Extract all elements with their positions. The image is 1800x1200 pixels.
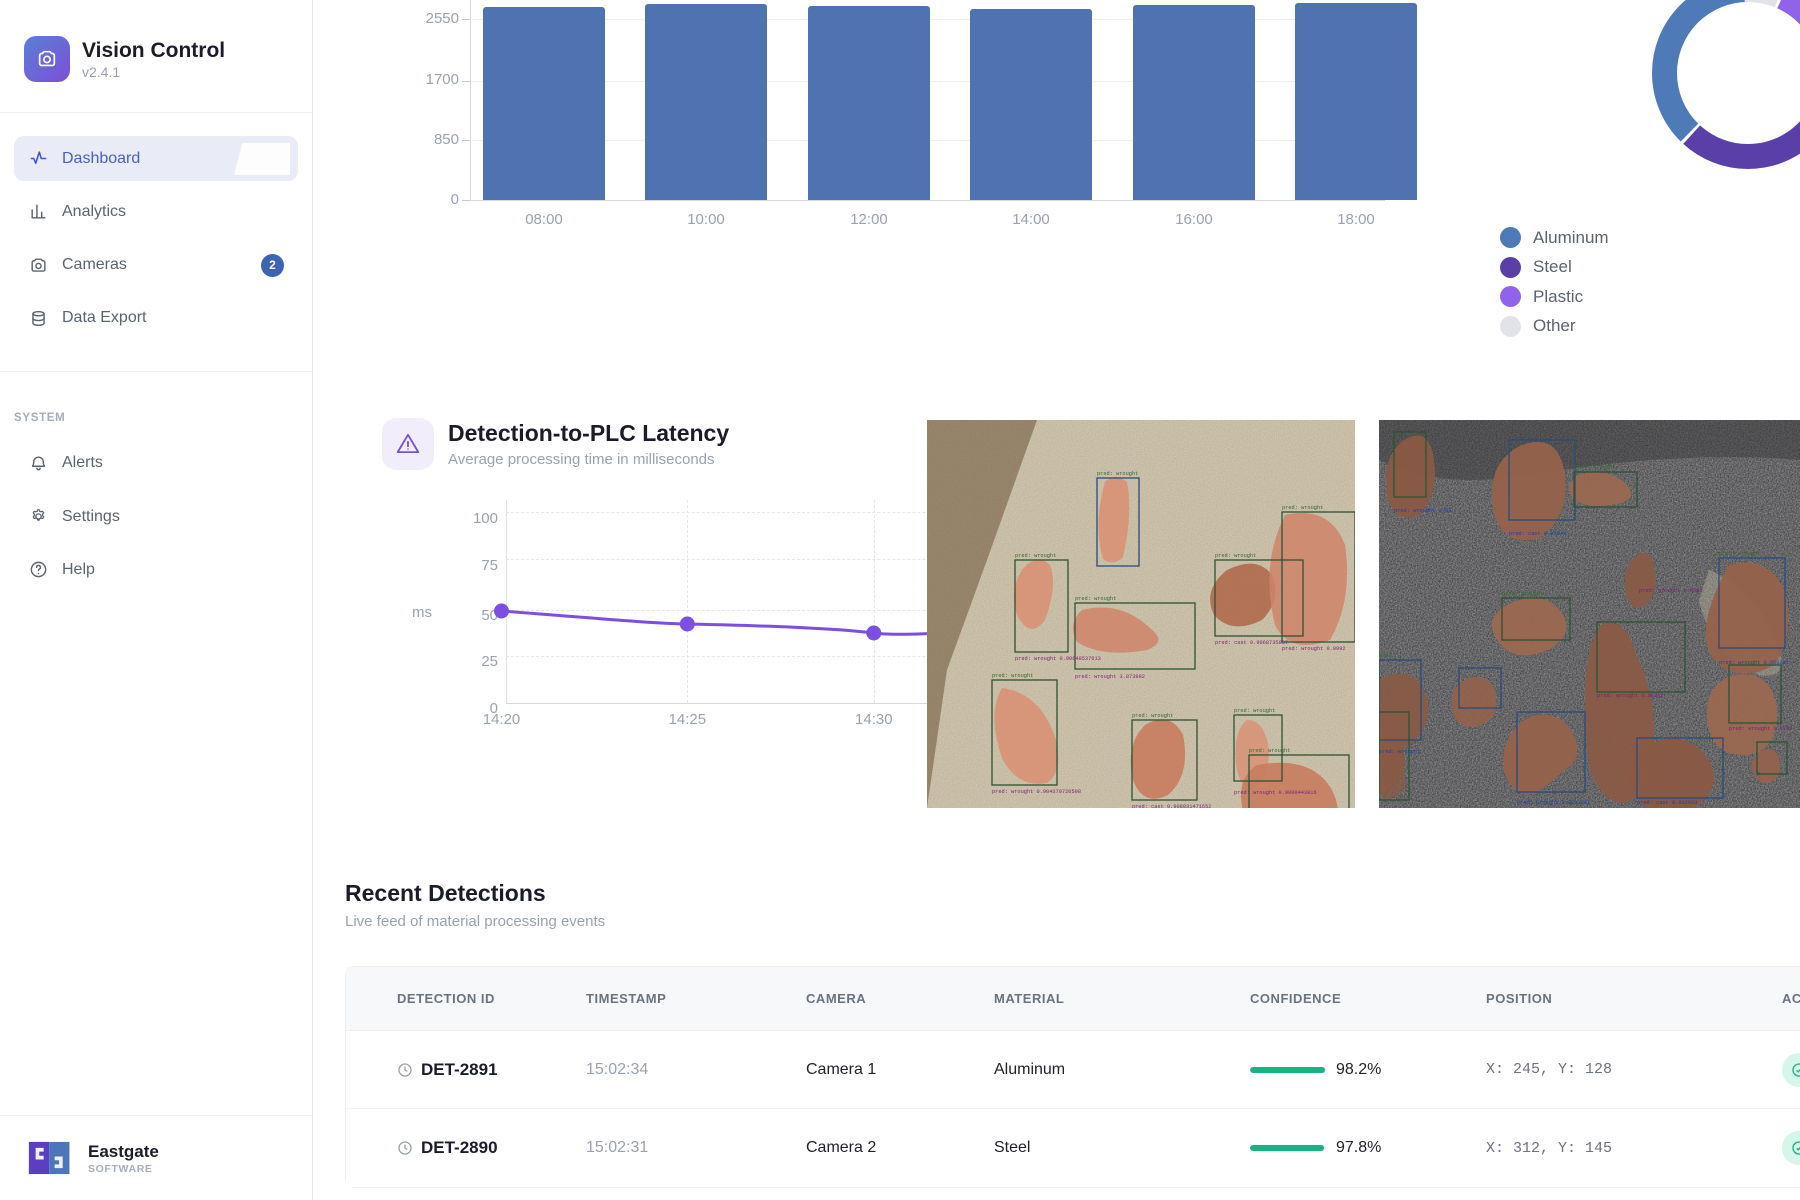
svg-text:pred: wrought 0.90648537613: pred: wrought 0.90648537613 (1015, 656, 1101, 662)
svg-text:pred: cast 0.9068735837: pred: cast 0.9068735837 (1215, 640, 1288, 646)
svg-text:pred: pred (1379, 653, 1392, 659)
svg-text:pred: wrought 0.9000443816: pred: wrought 0.9000443816 (1234, 790, 1317, 796)
svg-text:pred: wrought: pred: wrought (1097, 471, 1138, 477)
svg-text:pred: wrought: pred: wrought (1215, 553, 1256, 559)
svg-text:pred: wrought: pred: wrought (992, 673, 1033, 679)
svg-text:pred: wrought 0.8893: pred: wrought 0.8893 (1639, 588, 1703, 594)
svg-text:pred: wrought 0.8231097: pred: wrought 0.8231097 (1517, 800, 1590, 806)
svg-text:pred: wrought: pred: wrought (1075, 596, 1116, 602)
svg-text:pred: cast 0.908831471652: pred: cast 0.908831471652 (1132, 804, 1211, 808)
svg-text:pred: wrought 0.85912: pred: wrought 0.85912 (1597, 693, 1664, 699)
svg-text:pred: wrought 0.7729: pred: wrought 0.7729 (1729, 726, 1793, 732)
svg-text:pred: wrought: pred: wrought (1379, 749, 1420, 755)
svg-text:pred: wrought: pred: wrought (1282, 505, 1323, 511)
svg-text:pred: wrought 0.904370720508: pred: wrought 0.904370720508 (992, 789, 1081, 795)
svg-text:p: p (1757, 771, 1760, 777)
svg-text:pred: wrought: pred: wrought (1132, 713, 1173, 719)
svg-text:pred: wrought: pred: wrought (1234, 708, 1275, 714)
svg-text:pred: cast 0.97944: pred: cast 0.97944 (1509, 531, 1566, 537)
svg-text:pred: wrought: pred: wrought (1574, 464, 1615, 470)
svg-text:pred: wrought 0.8992: pred: wrought 0.8992 (1282, 646, 1346, 652)
svg-text:pred: wrought 0.93: pred: wrought 0.93 (1394, 508, 1451, 514)
svg-text:pred: wrought: pred: wrought (1719, 551, 1760, 557)
svg-text:pred: wrought: pred: wrought (1015, 553, 1056, 559)
svg-text:pred: wrought: pred: wrought (1502, 591, 1543, 597)
svg-text:pred: wrought 3.873982: pred: wrought 3.873982 (1075, 674, 1145, 680)
svg-text:pred: wrought: pred: wrought (1249, 748, 1290, 754)
svg-text:pred: cast 0.912033: pred: cast 0.912033 (1637, 800, 1697, 806)
svg-text:pred: wrought 0.958231: pred: wrought 0.958231 (1719, 660, 1789, 666)
